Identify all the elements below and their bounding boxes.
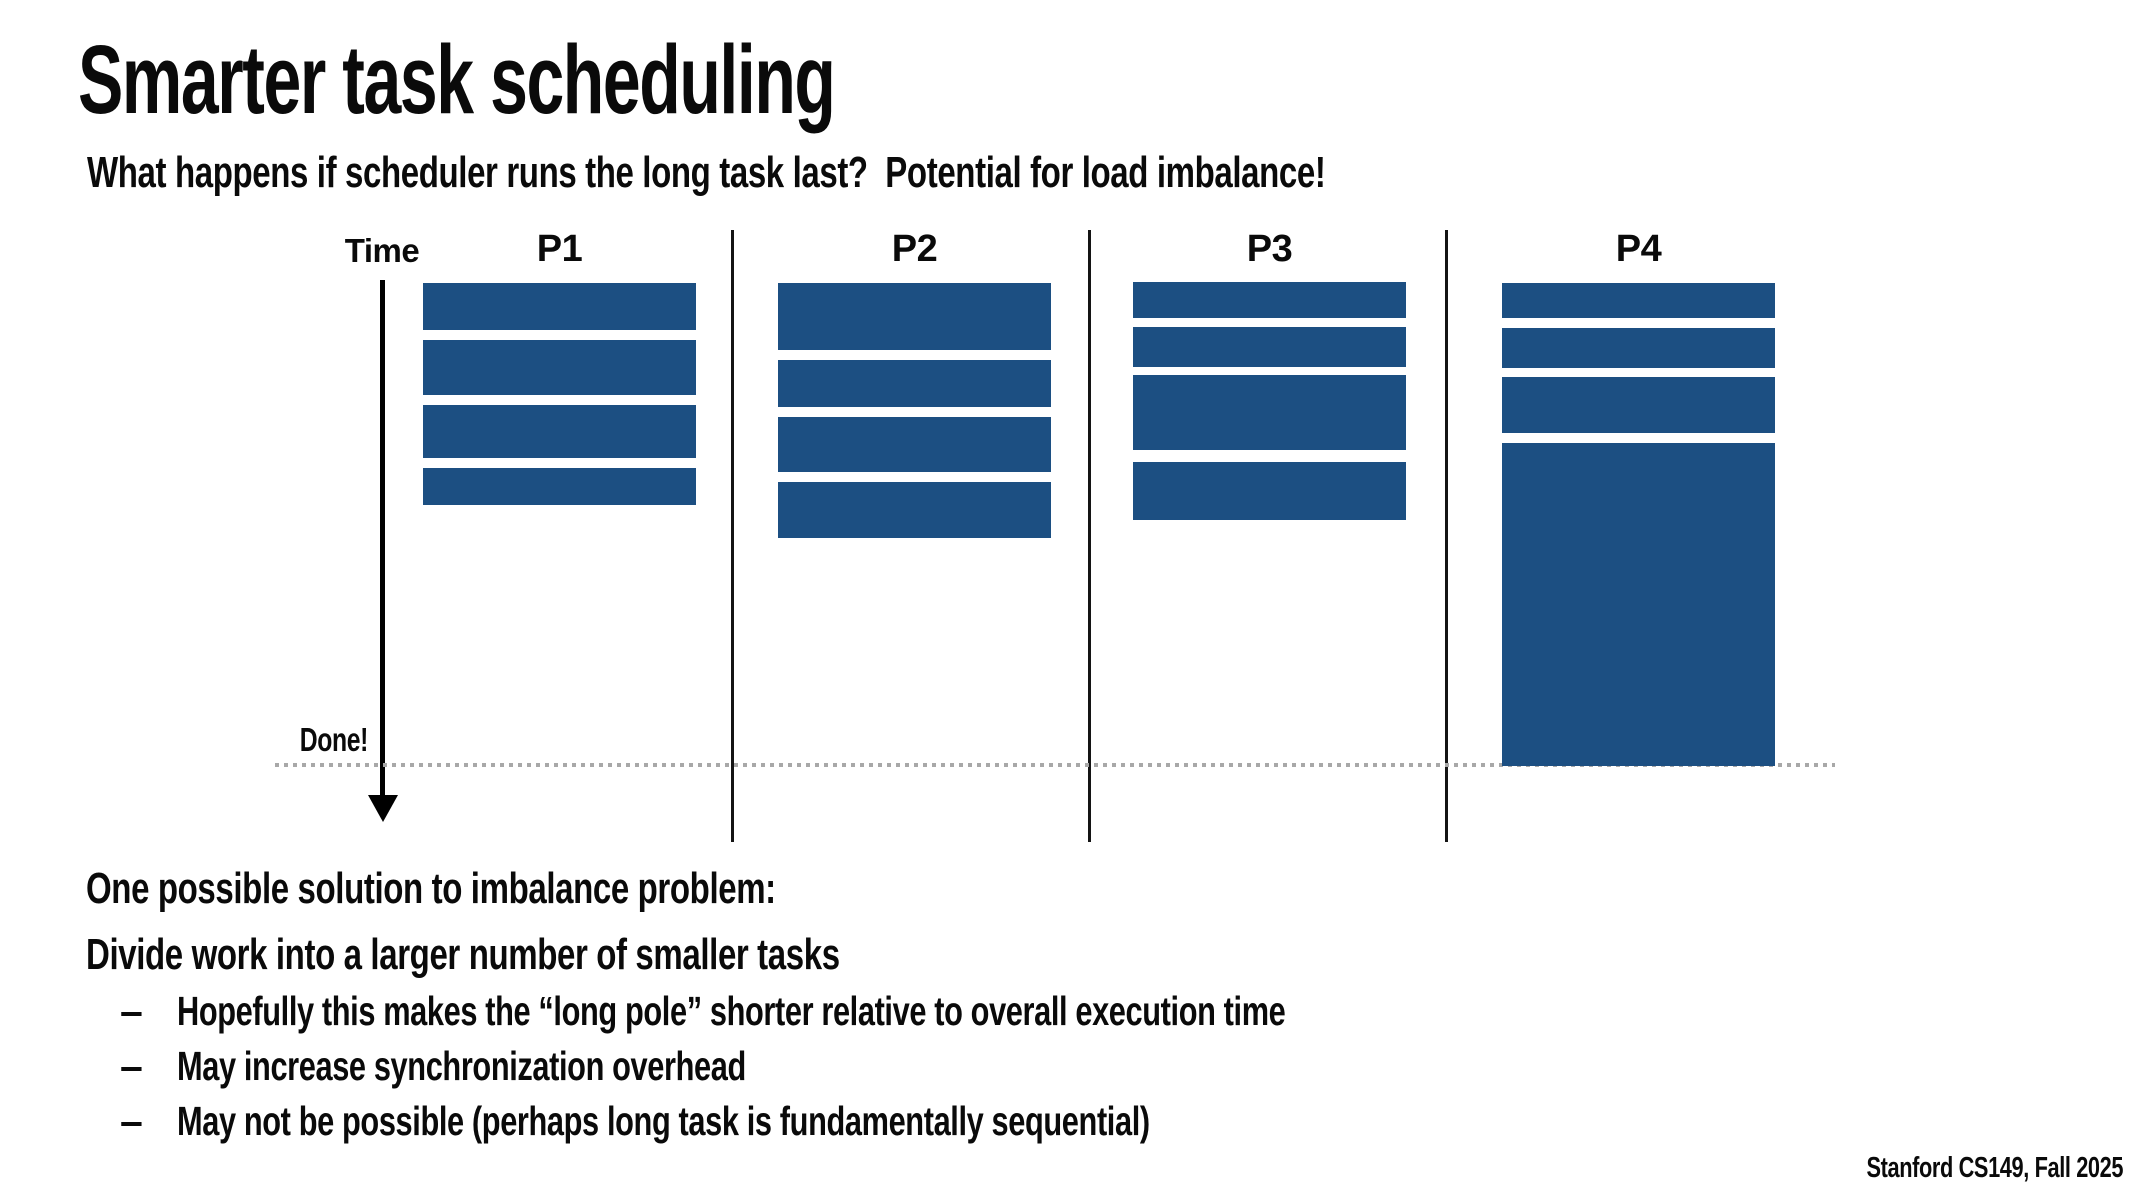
bullet-dash: – [120,1043,143,1089]
task-bar [1133,375,1406,450]
processor-label-text: P1 [536,228,583,270]
task-bar [1502,443,1775,766]
task-bar [423,340,696,395]
bullet-text: May not be possible (perhaps long task i… [177,1098,1150,1144]
task-bar [1133,282,1406,318]
page-title: Smarter task scheduling [78,25,836,134]
solution-subheading: Divide work into a larger number of smal… [86,930,840,979]
column-divider [731,230,734,842]
bullet-item: – May not be possible (perhaps long task… [120,1096,1655,1151]
task-bar [1502,283,1775,318]
slide-subtitle: What happens if scheduler runs the long … [87,148,1326,197]
processor-label: P1 [423,228,696,271]
bullet-text: May increase synchronization overhead [177,1043,746,1089]
bullet-item: – May increase synchronization overhead [120,1041,1655,1096]
bullet-text: Hopefully this makes the “long pole” sho… [177,988,1286,1034]
solution-heading: One possible solution to imbalance probl… [86,864,776,913]
scheduling-diagram: Time Done! P1 P2 P3 P4 [275,228,1835,842]
task-bar [1502,377,1775,433]
bullet-dash: – [120,988,143,1034]
task-bar [423,283,696,330]
processor-label-text: P3 [1246,228,1293,270]
task-bar [1502,328,1775,368]
processor-label: P3 [1133,228,1406,271]
bullet-dash: – [120,1098,143,1144]
column-divider [1088,230,1091,842]
footer-credit: Stanford CS149, Fall 2025 [1866,1152,2123,1184]
done-label: Done! [299,721,369,758]
processor-label: P4 [1502,228,1775,271]
task-bar [778,283,1051,350]
bullet-item: – Hopefully this makes the “long pole” s… [120,986,1655,1041]
task-bar [1133,327,1406,367]
task-bar [778,482,1051,538]
task-bar [1133,462,1406,520]
task-bar [778,417,1051,472]
task-bar [778,360,1051,407]
time-arrow [380,280,385,795]
solution-bullets: – Hopefully this makes the “long pole” s… [120,986,1655,1151]
done-dotted-line [275,763,1835,767]
column-divider [1445,230,1448,842]
time-axis-label: Time [344,232,420,269]
processor-label-text: P2 [891,228,938,270]
processor-label-text: P4 [1615,228,1662,270]
task-bar [423,468,696,505]
task-bar [423,405,696,458]
processor-label: P2 [778,228,1051,271]
time-arrow-head-icon [368,795,398,822]
